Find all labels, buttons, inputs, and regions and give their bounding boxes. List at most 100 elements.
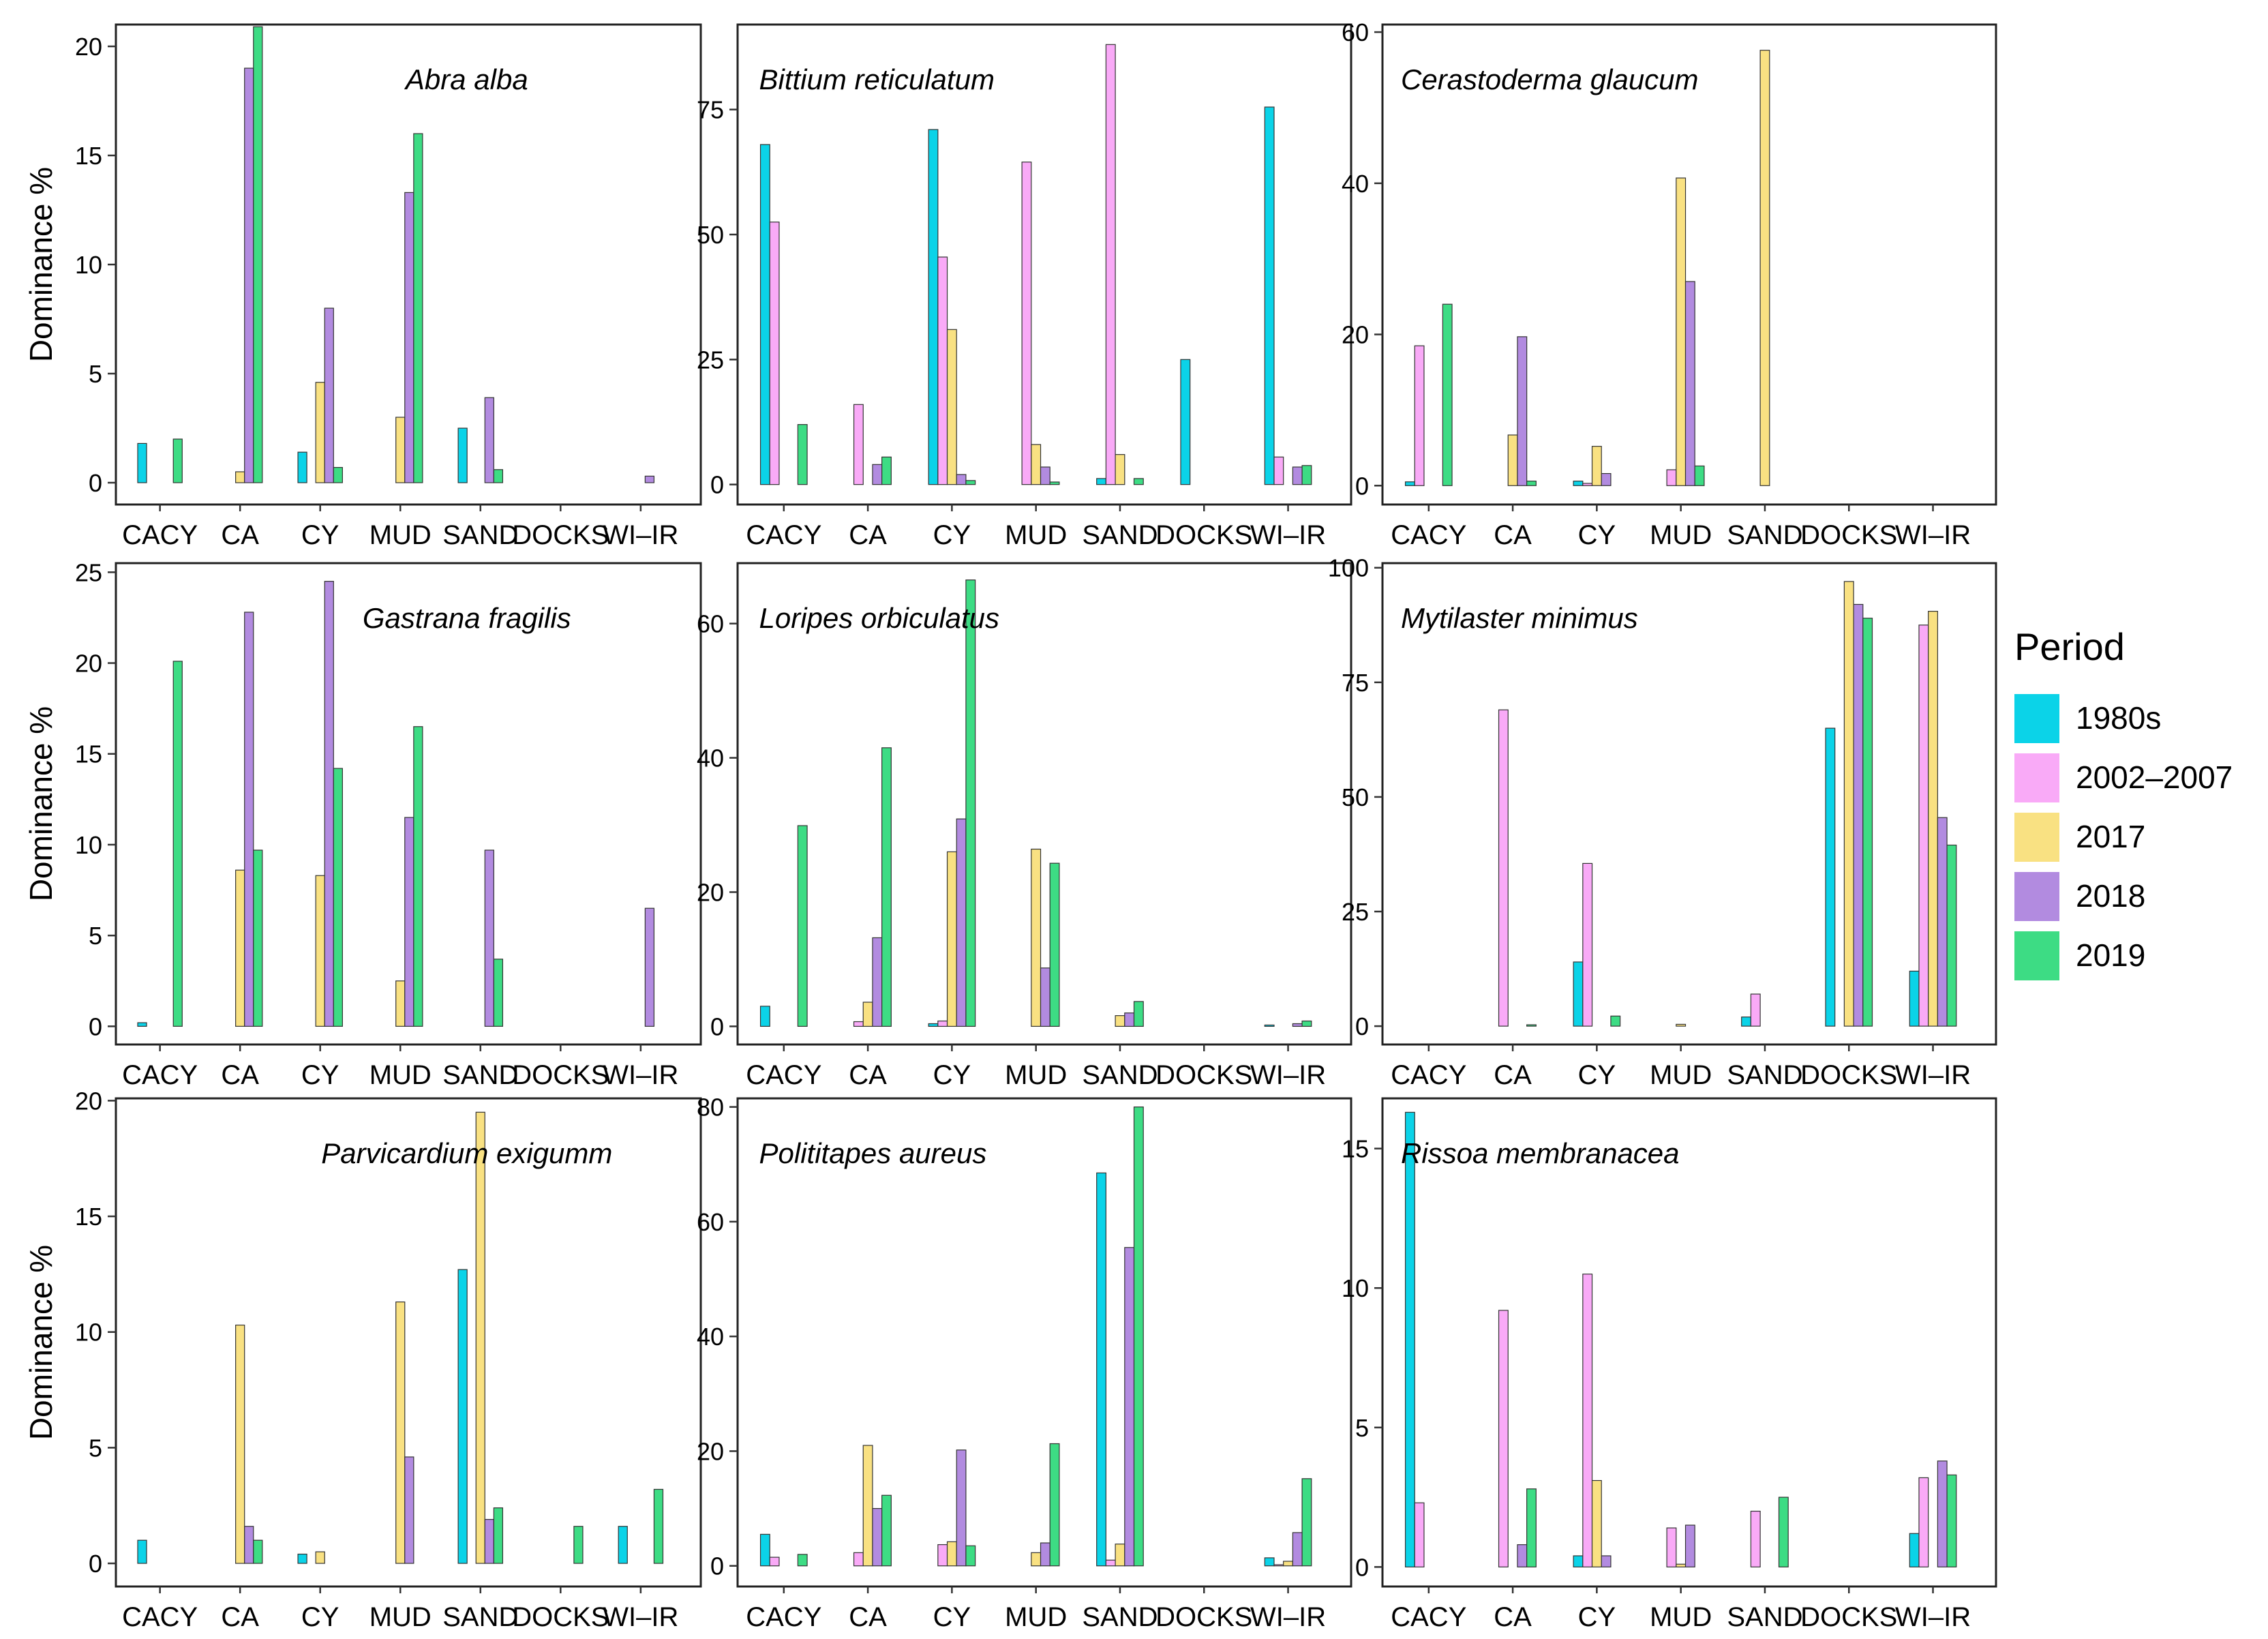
bar-2019-ca	[1526, 1024, 1537, 1027]
bar-2018-docks	[1853, 603, 1864, 1027]
y-tick-label: 75	[697, 96, 724, 124]
y-tick-label: 5	[1355, 1414, 1369, 1442]
bar-2017-ca	[235, 1324, 245, 1564]
bar-2019-sand	[493, 959, 504, 1027]
bar-2017-ca	[862, 1445, 873, 1567]
bar-2019-sand	[493, 469, 504, 483]
x-tick-label: DOCKS	[512, 1602, 609, 1632]
x-tick-label: WI–IR	[1250, 1060, 1326, 1090]
bar-2018-wi-ir	[1292, 466, 1303, 485]
y-tick-label: 0	[89, 469, 102, 497]
bar-2017-mud	[1676, 177, 1687, 486]
bar-2019-sand	[1778, 1497, 1789, 1567]
y-tick-label: 25	[1342, 898, 1369, 926]
x-tick-label: SAND	[1727, 1060, 1802, 1090]
y-axis-label: Dominance %	[23, 706, 59, 901]
x-tick-label: MUD	[1005, 1060, 1067, 1090]
x-tick-label: CACY	[746, 1602, 821, 1632]
bar-1980s-cy	[1573, 1555, 1584, 1567]
bar-2002-2007-ca	[853, 1552, 864, 1567]
x-tick-label: SAND	[442, 1060, 518, 1090]
bar-2017-mud	[1676, 1023, 1687, 1027]
plot-frame	[115, 1097, 702, 1588]
bar-2002-2007-cacy	[769, 1557, 780, 1567]
x-tick-label: CACY	[1391, 1060, 1466, 1090]
panel-title: Cerastoderma glaucum	[1401, 63, 1699, 95]
bar-2018-ca	[872, 464, 883, 485]
y-tick-label: 0	[1355, 1012, 1369, 1040]
bar-2017-mud	[1031, 1552, 1042, 1567]
legend-swatch	[2014, 813, 2059, 862]
bar-1980s-cacy	[137, 1539, 147, 1564]
legend-label: 1980s	[2076, 700, 2161, 736]
bar-2017-wi-ir	[1283, 1561, 1293, 1567]
x-tick-label: WI–IR	[1895, 1060, 1971, 1090]
bar-2018-cy	[956, 1449, 967, 1567]
x-tick-label: MUD	[369, 1060, 432, 1090]
bar-2018-mud	[404, 192, 414, 483]
y-tick-label: 5	[89, 360, 102, 388]
legend: Period 1980s 2002–2007 2017 2018 2019	[2014, 625, 2233, 980]
bar-2017-cy	[315, 382, 325, 483]
bar-2017-ca	[235, 471, 245, 483]
bar-1980s-cacy	[1404, 481, 1415, 486]
bar-2017-sand	[1115, 454, 1125, 485]
bar-2002-2007-cy	[937, 1544, 948, 1567]
x-tick-label: DOCKS	[1800, 1060, 1897, 1090]
bar-1980s-cacy	[759, 144, 770, 485]
bar-2002-2007-sand	[1750, 993, 1761, 1027]
bar-2002-2007-ca	[853, 1021, 864, 1027]
bar-2017-cy	[946, 1541, 957, 1567]
x-tick-label: MUD	[1650, 1602, 1712, 1632]
panel-title: Abra alba	[404, 63, 528, 95]
bar-2018-mud	[1684, 281, 1695, 486]
y-tick-label: 20	[75, 650, 102, 678]
x-tick-label: CA	[1494, 520, 1532, 550]
legend-item-2017: 2017	[2014, 813, 2145, 862]
x-tick-label: WI–IR	[603, 520, 678, 550]
legend-item-2018: 2018	[2014, 872, 2145, 921]
y-tick-label: 80	[697, 1094, 724, 1122]
bar-2002-2007-ca	[853, 404, 864, 485]
x-tick-label: SAND	[442, 520, 518, 550]
x-tick-label: CACY	[1391, 1602, 1466, 1632]
y-axis-label: Dominance %	[23, 167, 59, 362]
y-tick-label: 10	[75, 1319, 102, 1347]
bar-1980s-wi-ir	[618, 1526, 628, 1564]
x-tick-label: WI–IR	[1895, 1602, 1971, 1632]
x-tick-label: SAND	[1082, 1602, 1158, 1632]
y-tick-label: 10	[75, 831, 102, 859]
y-tick-label: 0	[1355, 1553, 1369, 1581]
x-tick-label: SAND	[1727, 520, 1802, 550]
x-tick-label: DOCKS	[1155, 1602, 1252, 1632]
bar-1980s-cy	[928, 1023, 939, 1027]
bar-2018-cy	[1601, 472, 1612, 486]
x-tick-label: CY	[1578, 520, 1616, 550]
bar-2019-cacy	[797, 424, 808, 485]
bar-1980s-sand	[1741, 1017, 1752, 1027]
bar-1980s-cy	[1573, 481, 1584, 486]
bar-2002-2007-sand	[1105, 1559, 1116, 1567]
bar-2018-cy	[956, 474, 967, 485]
x-tick-label: CACY	[1391, 520, 1466, 550]
y-tick-label: 20	[75, 33, 102, 61]
legend-label: 2018	[2076, 878, 2145, 914]
x-tick-label: SAND	[1727, 1602, 1802, 1632]
plot-frame	[115, 562, 702, 1046]
x-tick-label: CY	[301, 1602, 339, 1632]
y-tick-label: 0	[89, 1012, 102, 1040]
bar-2017-mud	[1031, 444, 1042, 485]
y-tick-label: 25	[75, 558, 102, 586]
bar-2019-sand	[1133, 478, 1144, 485]
bar-2002-2007-cacy	[1414, 1502, 1425, 1567]
legend-label: 2002–2007	[2076, 760, 2233, 795]
legend-item-1980s: 1980s	[2014, 694, 2161, 743]
x-tick-label: SAND	[1082, 1060, 1158, 1090]
bar-2018-sand	[484, 849, 494, 1027]
x-tick-label: CA	[849, 1060, 887, 1090]
